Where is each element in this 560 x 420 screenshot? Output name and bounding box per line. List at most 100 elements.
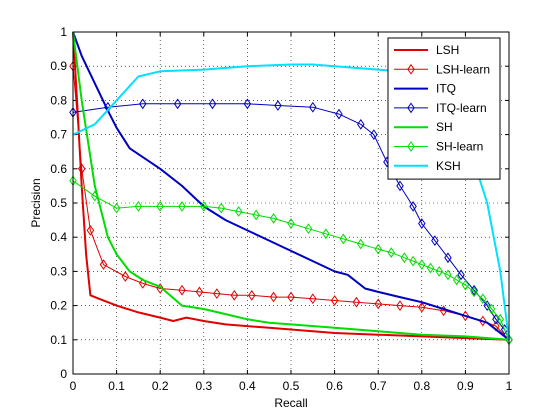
series-point-sh-learn xyxy=(418,259,426,270)
x-tick-label: 0.7 xyxy=(370,379,387,393)
series-line-lsh-learn xyxy=(72,66,510,341)
series-point-itq-learn xyxy=(431,235,439,246)
series-point-itq-learn xyxy=(444,252,452,264)
legend-entry-itq: ITQ xyxy=(394,82,456,96)
series-sh xyxy=(72,31,510,341)
series-point-itq-learn xyxy=(243,98,252,110)
series-point-lsh-learn xyxy=(99,259,108,270)
series-point-itq-learn xyxy=(418,218,426,229)
axis-ticks: 0 0.1 0.2 0.3 0.4 0.5 0.6 0.7 0.8 0.9 1 0 0.1 0.2 0.3 0… xyxy=(50,25,512,393)
series-point-sh-learn xyxy=(178,201,186,212)
series-line-sh xyxy=(72,31,510,341)
x-tick-label: 1 xyxy=(506,379,513,393)
y-tick-label: 0.7 xyxy=(50,128,67,142)
series-point-sh-learn xyxy=(400,252,409,264)
series-point-sh-learn xyxy=(470,286,478,298)
series-point-sh-learn xyxy=(156,201,164,212)
series-point-itq-learn xyxy=(483,300,491,311)
series-group xyxy=(69,31,513,346)
series-point-lsh-learn xyxy=(247,289,256,301)
y-tick-label: 0.8 xyxy=(50,93,67,107)
legend-label-lsh-learn: LSH-learn xyxy=(436,62,490,76)
series-point-sh-learn xyxy=(269,213,278,224)
series-point-lsh-learn xyxy=(396,300,404,311)
series-point-lsh-learn xyxy=(418,301,426,313)
y-tick-label: 0.5 xyxy=(50,196,67,210)
series-point-sh-learn xyxy=(461,279,470,291)
legend-label-sh: SH xyxy=(436,120,453,134)
series-point-itq-learn xyxy=(409,201,417,212)
y-tick-label: 0.2 xyxy=(50,299,67,313)
series-itq xyxy=(72,31,510,341)
series-point-itq-learn xyxy=(208,98,217,110)
series-point-itq-learn xyxy=(104,101,112,113)
series-point-sh-learn xyxy=(487,303,496,315)
x-tick-label: 0.8 xyxy=(413,379,430,393)
y-tick-label: 0.1 xyxy=(50,333,67,347)
y-tick-label: 0.6 xyxy=(50,162,67,176)
series-point-lsh-learn xyxy=(195,286,204,298)
legend-label-sh-learn: SH-learn xyxy=(436,140,483,154)
series-point-sh-learn xyxy=(112,202,121,214)
series-point-itq-learn xyxy=(370,129,378,140)
x-tick-label: 0.3 xyxy=(195,379,212,393)
legend-label-ksh: KSH xyxy=(436,159,461,173)
series-point-sh-learn xyxy=(409,255,417,267)
y-tick-label: 0.9 xyxy=(50,59,67,73)
series-point-lsh-learn xyxy=(269,291,278,303)
legend-label-lsh: LSH xyxy=(436,43,459,57)
plot-frame xyxy=(72,31,510,375)
legend-label-itq-learn: ITQ-learn xyxy=(436,101,487,115)
x-tick-label: 0 xyxy=(70,379,77,393)
x-tick-label: 0.9 xyxy=(457,379,474,393)
series-point-itq-learn xyxy=(138,98,147,110)
series-point-sh-learn xyxy=(435,266,444,277)
legend-box xyxy=(387,37,501,180)
x-tick-label: 0.2 xyxy=(152,379,169,393)
x-tick-label: 0.1 xyxy=(108,379,125,393)
x-tick-label: 0.4 xyxy=(239,379,256,393)
legend-entry-sh: SH xyxy=(394,120,453,134)
series-point-sh-learn xyxy=(234,206,243,217)
series-point-itq-learn xyxy=(356,118,365,130)
series-point-lsh-learn xyxy=(309,293,317,305)
x-tick-label: 0.5 xyxy=(283,379,300,393)
series-point-sh-learn xyxy=(252,209,260,221)
series-point-sh-learn xyxy=(479,293,487,305)
series-sh-learn xyxy=(69,175,513,346)
y-tick-label: 0.3 xyxy=(50,264,67,278)
series-point-sh-learn xyxy=(304,223,313,235)
series-point-lsh-learn xyxy=(178,284,186,296)
series-point-sh-learn xyxy=(339,233,348,245)
legend-entry-lsh: LSH xyxy=(394,43,459,57)
series-point-itq-learn xyxy=(457,269,465,281)
legend-marker-itq-learn xyxy=(407,102,415,114)
series-point-sh-learn xyxy=(374,243,382,255)
series-point-itq-learn xyxy=(396,180,404,192)
series-point-sh-learn xyxy=(287,218,295,229)
series-point-lsh-learn xyxy=(287,291,295,303)
series-point-itq-learn xyxy=(470,284,478,296)
series-point-sh-learn xyxy=(356,238,365,250)
series-point-sh-learn xyxy=(496,313,505,325)
series-point-sh-learn xyxy=(200,201,208,212)
series-point-lsh-learn xyxy=(138,277,147,289)
series-point-sh-learn xyxy=(387,247,396,258)
series-line-itq xyxy=(72,31,510,341)
series-point-lsh-learn xyxy=(374,298,382,310)
series-point-sh-learn xyxy=(444,269,452,281)
x-tick-label: 0.6 xyxy=(326,379,343,393)
series-point-sh-learn xyxy=(91,190,99,202)
y-tick-label: 0 xyxy=(60,367,67,381)
series-point-lsh-learn xyxy=(77,163,86,175)
y-tick-label: 0.4 xyxy=(50,230,67,244)
series-point-itq-learn xyxy=(274,100,282,111)
series-point-lsh-learn xyxy=(86,224,95,236)
series-point-lsh-learn xyxy=(352,296,361,308)
series-point-itq-learn xyxy=(335,108,343,120)
series-point-lsh-learn xyxy=(230,289,239,301)
legend-entry-itq-learn: ITQ-learn xyxy=(394,101,487,115)
series-line-lsh xyxy=(72,31,510,341)
series-line-sh-learn xyxy=(72,180,510,340)
